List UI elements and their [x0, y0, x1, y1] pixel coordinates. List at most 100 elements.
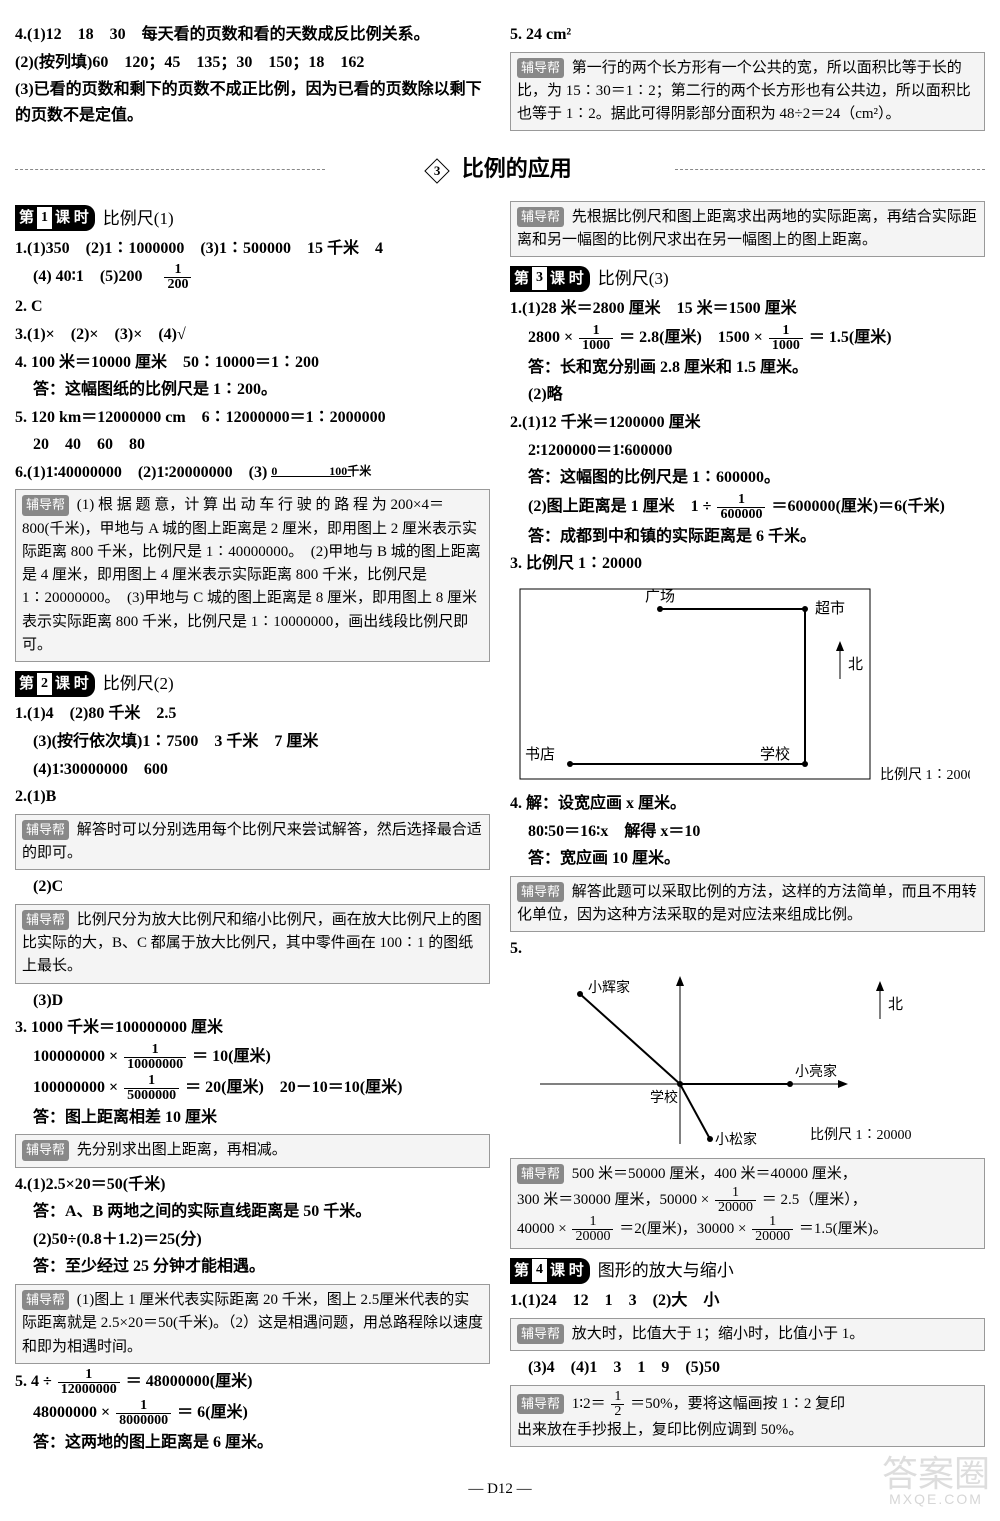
l3-p3: 3. 比例尺 1∶20000	[510, 551, 985, 577]
svg-text:小松家: 小松家	[715, 1131, 757, 1148]
l2-p1b: (3)(按行依次填)1∶7500 3 千米 7 厘米	[15, 729, 490, 755]
l1-p1b: (4) 40∶1 (5)200 1200	[15, 263, 490, 292]
left-column: 第 1 课 时 比例尺(1) 1.(1)350 (2)1∶1000000 (3)…	[15, 197, 490, 1458]
lesson-title: 图形的放大与缩小	[598, 1257, 734, 1284]
l4-p1: 1.(1)24 12 1 3 (2)大 小	[510, 1288, 985, 1314]
l2-p4a-ans: 答：A、B 两地之间的实际直线距离是 50 千米。	[15, 1199, 490, 1225]
l2-p4b: (2)50÷(0.8＋1.2)＝25(分)	[15, 1227, 490, 1253]
svg-text:超市: 超市	[815, 600, 845, 617]
l2-p2c: (3)D	[15, 988, 490, 1014]
lesson-title: 比例尺(1)	[103, 205, 174, 232]
l2-p3ans: 答：图上距离相差 10 厘米	[15, 1105, 490, 1131]
q4-3: (3)已看的页数和剩下的页数不成正比例，因为已看的页数除以剩下的页数不是定值。	[15, 77, 490, 128]
tutor-right-top: 辅导帮 先根据比例尺和图上距离求出两地的实际距离，再结合实际距离和另一幅图的比例…	[510, 201, 985, 258]
l3-p1a: 1.(1)28 米＝2800 厘米 15 米＝1500 厘米	[510, 296, 985, 322]
q4-2: (2)(按列填)60 120；45 135；30 150；18 162	[15, 50, 490, 76]
l3-p4a: 4. 解：设宽应画 x 厘米。	[510, 791, 985, 817]
tutor-l2-2b: 辅导帮 比例尺分为放大比例尺和缩小比例尺，画在放大比例尺上的图比实际的大，B、C…	[15, 904, 490, 984]
tutor-l4-1: 辅导帮 放大时，比值大于 1；缩小时，比值小于 1。	[510, 1318, 985, 1351]
tutor-tag: 辅导帮	[517, 1324, 564, 1344]
l1-p4a: 4. 100 米＝10000 厘米 50∶10000＝1∶200	[15, 350, 490, 376]
l3-p2cans: 答：成都到中和镇的实际距离是 6 千米。	[510, 524, 985, 550]
tutor-tag: 辅导帮	[517, 58, 564, 78]
tutor-l2-2a: 辅导帮 解答时可以分别选用每个比例尺来尝试解答，然后选择最合适的即可。	[15, 814, 490, 871]
l4-p1b: (3)4 (4)1 3 1 9 (5)50	[510, 1355, 985, 1381]
l2-p5b: 48000000 × 18000000 ＝ 6(厘米)	[15, 1399, 490, 1428]
tutor-tag: 辅导帮	[517, 1394, 564, 1414]
l3-p1b: 2800 × 11000 ＝ 2.8(厘米) 1500 × 11000 ＝ 1.…	[510, 324, 985, 353]
tutor-text: 解答时可以分别选用每个比例尺来尝试解答，然后选择最合适的即可。	[22, 822, 482, 861]
svg-text:广场: 广场	[645, 588, 675, 605]
lesson-badge: 第 3 课 时	[510, 266, 590, 292]
svg-text:小亮家: 小亮家	[795, 1063, 837, 1080]
l2-p4a: 4.(1)2.5×20＝50(千米)	[15, 1172, 490, 1198]
svg-text:小辉家: 小辉家	[588, 979, 630, 996]
svg-text:北: 北	[848, 656, 863, 673]
l3-p4ans: 答：宽应画 10 厘米。	[510, 846, 985, 872]
l2-p3b: 100000000 × 110000000 ＝ 10(厘米)	[15, 1043, 490, 1072]
tutor-text: (1) 根 据 题 意，计 算 出 动 车 行 驶 的 路 程 为 200×4＝…	[22, 497, 481, 653]
tutor-text: 放大时，比值大于 1；缩小时，比值小于 1。	[572, 1326, 865, 1342]
svg-text:北: 北	[888, 996, 903, 1013]
tutor-text: 解答此题可以采取比例的方法，这样的方法简单，而且不用转化单位，因为这种方法采取的…	[517, 884, 977, 923]
lesson-title: 比例尺(2)	[103, 670, 174, 697]
lesson-2-header: 第 2 课 时 比例尺(2)	[15, 670, 490, 697]
tutor-tag: 辅导帮	[517, 882, 564, 902]
tutor-tag: 辅导帮	[22, 1140, 69, 1160]
tutor-text: 先分别求出图上距离，再相减。	[77, 1142, 287, 1158]
lesson-3-header: 第 3 课 时 比例尺(3)	[510, 265, 985, 292]
l2-p3c: 100000000 × 15000000 ＝ 20(厘米) 20－10＝10(厘…	[15, 1074, 490, 1103]
l1-p1: 1.(1)350 (2)1∶1000000 (3)1∶500000 15 千米 …	[15, 236, 490, 262]
tutor-tag: 辅导帮	[22, 1290, 69, 1310]
tutor-text: (1)图上 1 厘米代表实际距离 20 千米，图上 2.5厘米代表的实际距离就是…	[22, 1292, 483, 1355]
section-number-diamond: 3	[425, 159, 450, 184]
tutor-tag: 辅导帮	[22, 495, 69, 515]
l3-p2ans: 答：这幅图的比例尺是 1∶600000。	[510, 465, 985, 491]
l1-p2: 2. C	[15, 294, 490, 320]
frac-1-200: 1200	[164, 263, 191, 292]
scale-line-icon: 100千米	[271, 476, 351, 477]
svg-text:书店: 书店	[525, 746, 555, 763]
l1-p5a: 5. 120 km＝12000000 cm 6∶12000000＝1∶20000…	[15, 405, 490, 431]
tutor-l2-3: 辅导帮 先分别求出图上距离，再相减。	[15, 1134, 490, 1167]
l1-p5b: 20 40 60 80	[15, 432, 490, 458]
l3-p2c: (2)图上距离是 1 厘米 1 ÷ 1600000 ＝600000(厘米)＝6(…	[510, 493, 985, 522]
section-title-text: 比例的应用	[462, 156, 572, 181]
tutor-text: 先根据比例尺和图上距离求出两地的实际距离，再结合实际距离和另一幅图的比例尺求出在…	[517, 209, 977, 248]
tutor-l2-4: 辅导帮 (1)图上 1 厘米代表实际距离 20 千米，图上 2.5厘米代表的实际…	[15, 1284, 490, 1364]
l2-p2b: (2)C	[15, 874, 490, 900]
two-columns: 第 1 课 时 比例尺(1) 1.(1)350 (2)1∶1000000 (3)…	[15, 197, 985, 1458]
tutor-tag: 辅导帮	[22, 910, 69, 930]
l3-p4b: 80∶50＝16∶x 解得 x＝10	[510, 819, 985, 845]
l2-p2a: 2.(1)B	[15, 784, 490, 810]
tutor-l4-2: 辅导帮 1∶2＝ 12 ＝50%，要将这幅画按 1∶2 复印 出来放在手抄报上，…	[510, 1385, 985, 1447]
lesson-badge: 第 1 课 时	[15, 205, 95, 231]
section-title: 3 比例的应用	[15, 151, 985, 186]
svg-text:比例尺 1∶20000: 比例尺 1∶20000	[810, 1127, 912, 1143]
l2-p3a: 3. 1000 千米＝100000000 厘米	[15, 1015, 490, 1041]
map-diagram-2: 小辉家 小亮家 小松家 学校 北 比例尺 1∶20000	[510, 964, 970, 1154]
tutor-tag: 辅导帮	[22, 820, 69, 840]
l2-p1: 1.(1)4 (2)80 千米 2.5	[15, 701, 490, 727]
svg-text:学校: 学校	[760, 746, 790, 763]
lesson-1-header: 第 1 课 时 比例尺(1)	[15, 205, 490, 232]
top-carryover: 4.(1)12 18 30 每天看的页数和看的天数成反比例关系。 (2)(按列填…	[15, 20, 985, 135]
tutor-text: 第一行的两个长方形有一个公共的宽，所以面积比等于长的比，为 15∶30＝1∶2；…	[517, 60, 971, 123]
lesson-badge: 第 2 课 时	[15, 671, 95, 697]
lesson-badge: 第 4 课 时	[510, 1258, 590, 1284]
tutor-text: 比例尺分为放大比例尺和缩小比例尺，画在放大比例尺上的图比实际的大，B、C 都属于…	[22, 912, 482, 975]
top-left: 4.(1)12 18 30 每天看的页数和看的天数成反比例关系。 (2)(按列填…	[15, 20, 490, 135]
top-right: 5. 24 cm² 辅导帮 第一行的两个长方形有一个公共的宽，所以面积比等于长的…	[510, 20, 985, 135]
l3-p2b: 2∶1200000＝1∶600000	[510, 438, 985, 464]
l3-p2a: 2.(1)12 千米＝1200000 厘米	[510, 410, 985, 436]
tutor-l3-5: 辅导帮 500 米＝50000 厘米，400 米＝40000 厘米， 300 米…	[510, 1158, 985, 1249]
tutor-tag: 辅导帮	[517, 207, 564, 227]
svg-text:比例尺 1∶20000: 比例尺 1∶20000	[880, 767, 970, 783]
l2-p5a: 5. 4 ÷ 112000000 ＝ 48000000(厘米)	[15, 1368, 490, 1397]
l2-p1c: (4)1∶30000000 600	[15, 757, 490, 783]
l2-p4b-ans: 答：至少经过 25 分钟才能相遇。	[15, 1254, 490, 1280]
tutor-tag: 辅导帮	[517, 1164, 564, 1184]
tutor-text: 500 米＝50000 厘米，400 米＝40000 厘米，	[572, 1166, 857, 1182]
l3-p5: 5.	[510, 936, 985, 962]
l3-p1ans: 答：长和宽分别画 2.8 厘米和 1.5 厘米。	[510, 355, 985, 381]
